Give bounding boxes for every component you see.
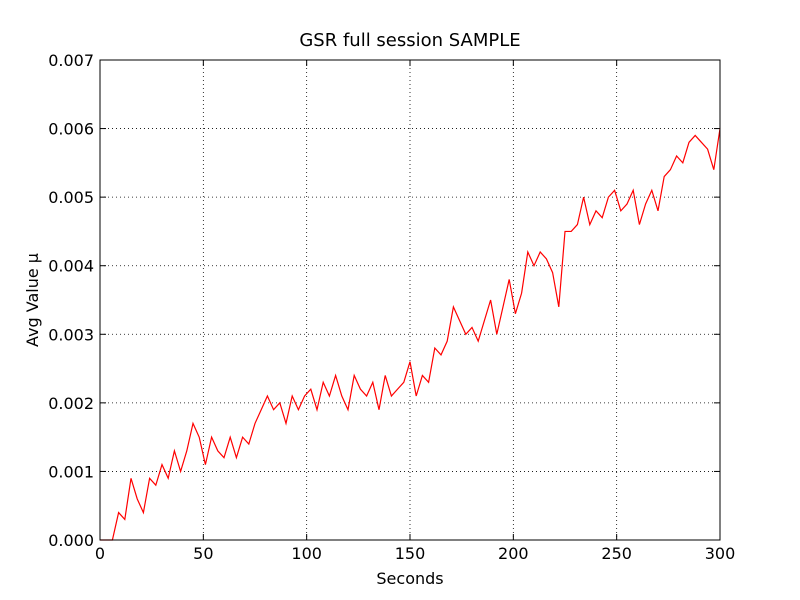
y-axis-label: Avg Value µ bbox=[23, 253, 42, 347]
chart-title: GSR full session SAMPLE bbox=[299, 30, 520, 51]
y-tick-label: 0.005 bbox=[48, 188, 94, 207]
y-tick-label: 0.000 bbox=[48, 531, 94, 550]
x-axis-label: Seconds bbox=[376, 569, 443, 588]
x-tick-label: 200 bbox=[498, 544, 529, 563]
y-tick-label: 0.001 bbox=[48, 462, 94, 481]
x-tick-label: 100 bbox=[291, 544, 322, 563]
plot-frame bbox=[99, 59, 721, 541]
y-tick-label: 0.006 bbox=[48, 120, 94, 139]
y-tick-label: 0.007 bbox=[48, 51, 94, 70]
x-tick-label: 150 bbox=[395, 544, 426, 563]
x-tick-label: 0 bbox=[95, 544, 105, 563]
x-tick-label: 50 bbox=[193, 544, 213, 563]
y-tick-label: 0.002 bbox=[48, 394, 94, 413]
y-tick-label: 0.003 bbox=[48, 325, 94, 344]
x-tick-label: 300 bbox=[705, 544, 736, 563]
data-line bbox=[100, 128, 721, 541]
y-tick-label: 0.004 bbox=[48, 257, 94, 276]
x-tick-label: 250 bbox=[601, 544, 632, 563]
